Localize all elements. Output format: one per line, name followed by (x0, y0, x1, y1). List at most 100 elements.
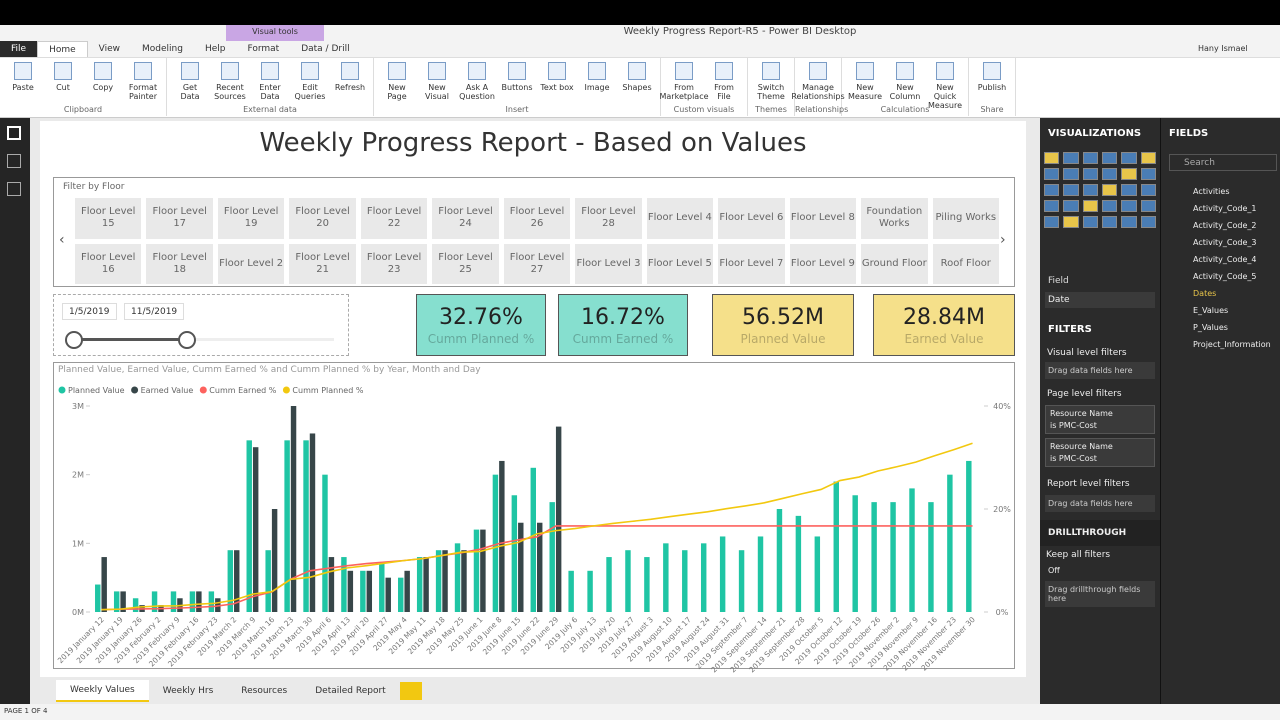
page-tab[interactable]: Resources (241, 686, 288, 696)
ribbon-button[interactable]: Recent Sources (213, 60, 247, 101)
field-table[interactable]: E_Values (1193, 306, 1229, 315)
page-tab[interactable]: Weekly Hrs (162, 686, 214, 696)
field-table[interactable]: Project_Information (1193, 340, 1271, 349)
visual-icon[interactable] (1044, 200, 1060, 212)
ribbon-button[interactable]: New Page (380, 60, 414, 101)
ribbon-button[interactable]: Format Painter (126, 60, 160, 101)
floor-button[interactable]: Floor Level 19 (217, 198, 285, 239)
floor-button[interactable]: Ground Floor (861, 243, 928, 284)
ribbon-tab[interactable]: Format (247, 44, 280, 54)
floor-button[interactable]: Roof Floor (932, 243, 999, 284)
floor-button[interactable]: Floor Level 7 (718, 243, 785, 284)
visual-icon[interactable] (1121, 200, 1137, 212)
field-table[interactable]: Activities (1193, 187, 1230, 196)
visual-icon[interactable] (1101, 152, 1118, 164)
visual-icon[interactable] (1082, 168, 1098, 180)
floor-button[interactable]: Floor Level 5 (646, 243, 714, 284)
ribbon-tab[interactable]: Data / Drill (301, 44, 350, 54)
field-table[interactable]: Activity_Code_4 (1193, 255, 1257, 264)
floor-button[interactable]: Floor Level 27 (503, 243, 571, 284)
visual-icon[interactable] (1082, 216, 1098, 228)
floor-button[interactable]: Floor Level 21 (289, 243, 356, 284)
ribbon-button[interactable]: New Quick Measure (928, 60, 962, 110)
visual-icon[interactable] (1140, 184, 1156, 196)
ribbon-button[interactable]: Text box (540, 60, 574, 101)
field-well[interactable]: Date (1045, 292, 1155, 308)
floor-button[interactable]: Floor Level 9 (789, 243, 857, 284)
floor-button[interactable]: Floor Level 28 (575, 198, 642, 239)
visual-icon[interactable] (1101, 168, 1118, 180)
floor-button[interactable]: Floor Level 25 (432, 243, 499, 284)
model-view-icon[interactable] (7, 182, 21, 196)
ribbon-tab[interactable]: Home (37, 41, 88, 57)
visual-icon[interactable] (1063, 200, 1079, 212)
visual-icon[interactable] (1101, 184, 1118, 196)
ribbon-button[interactable]: Publish (975, 60, 1009, 92)
ribbon-tab[interactable]: Help (204, 44, 226, 54)
visual-icon[interactable] (1044, 184, 1060, 196)
ribbon-button[interactable]: Paste (6, 60, 40, 101)
floor-button[interactable]: Floor Level 20 (289, 198, 356, 239)
floor-button[interactable]: Floor Level 16 (75, 243, 142, 284)
field-table[interactable]: Activity_Code_1 (1193, 204, 1257, 213)
search-box[interactable]: Search (1169, 154, 1277, 171)
field-table[interactable]: Dates (1193, 289, 1217, 298)
floor-button[interactable]: Floor Level 2 (217, 243, 285, 284)
page-tab[interactable]: Weekly Values (56, 680, 149, 702)
filter-card[interactable]: Resource Name is PMC-Cost (1045, 405, 1155, 434)
visual-icon[interactable] (1063, 184, 1079, 196)
visual-icon[interactable] (1121, 184, 1137, 196)
floor-button[interactable]: Piling Works (932, 198, 999, 239)
date-start[interactable]: 1/5/2019 (62, 303, 117, 320)
visual-icon[interactable] (1140, 152, 1156, 164)
ribbon-button[interactable]: New Visual (420, 60, 454, 101)
visual-icon[interactable] (1101, 200, 1118, 212)
date-end[interactable]: 11/5/2019 (124, 303, 184, 320)
scroll-left[interactable]: ‹ (59, 232, 65, 248)
data-view-icon[interactable] (7, 154, 21, 168)
visual-icon[interactable] (1044, 216, 1060, 228)
visual-icon[interactable] (1140, 168, 1156, 180)
floor-button[interactable]: Floor Level 3 (575, 243, 642, 284)
field-table[interactable]: Activity_Code_3 (1193, 238, 1257, 247)
floor-button[interactable]: Floor Level 26 (503, 198, 571, 239)
floor-button[interactable]: Floor Level 22 (360, 198, 428, 239)
visual-icon[interactable] (1082, 152, 1098, 164)
floor-button[interactable]: Floor Level 24 (432, 198, 499, 239)
ribbon-button[interactable]: From Marketplace (660, 60, 709, 101)
visual-icon[interactable] (1101, 216, 1118, 228)
floor-button[interactable]: Floor Level 23 (360, 243, 428, 284)
floor-button[interactable]: Floor Level 18 (146, 243, 213, 284)
ribbon-button[interactable]: Shapes (620, 60, 654, 101)
slider-handle[interactable] (65, 331, 83, 349)
visual-icon[interactable] (1063, 216, 1079, 228)
ribbon-button[interactable]: Manage Relationships (791, 60, 845, 101)
report-view-icon[interactable] (7, 126, 21, 140)
field-table[interactable]: P_Values (1193, 323, 1228, 332)
ribbon-tab[interactable]: Modeling (142, 44, 183, 54)
ribbon-button[interactable]: Refresh (333, 60, 367, 101)
visual-icon[interactable] (1082, 184, 1098, 196)
ribbon-button[interactable]: Cut (46, 60, 80, 101)
ribbon-button[interactable]: Edit Queries (293, 60, 327, 101)
ribbon-button[interactable]: From File (707, 60, 741, 101)
ribbon-button[interactable]: Image (580, 60, 614, 101)
filter-card[interactable]: Resource Name is PMC-Cost (1045, 438, 1155, 467)
slider-handle[interactable] (178, 331, 196, 349)
visual-icon[interactable] (1082, 200, 1098, 212)
visual-icon[interactable] (1044, 168, 1060, 180)
ribbon-button[interactable]: Enter Data (253, 60, 287, 101)
floor-button[interactable]: Floor Level 6 (718, 198, 785, 239)
floor-button[interactable]: Floor Level 4 (646, 198, 714, 239)
visual-icon[interactable] (1063, 152, 1079, 164)
visual-icon[interactable] (1044, 152, 1060, 164)
visual-icon[interactable] (1063, 168, 1079, 180)
field-table[interactable]: Activity_Code_2 (1193, 221, 1257, 230)
floor-button[interactable]: Floor Level 15 (75, 198, 142, 239)
page-tab[interactable]: Detailed Report (315, 686, 386, 696)
visual-icon[interactable] (1140, 200, 1156, 212)
ribbon-button[interactable]: Buttons (500, 60, 534, 101)
visual-icon[interactable] (1121, 152, 1137, 164)
visual-icon[interactable] (1121, 216, 1137, 228)
ribbon-button[interactable]: Switch Theme (754, 60, 788, 101)
